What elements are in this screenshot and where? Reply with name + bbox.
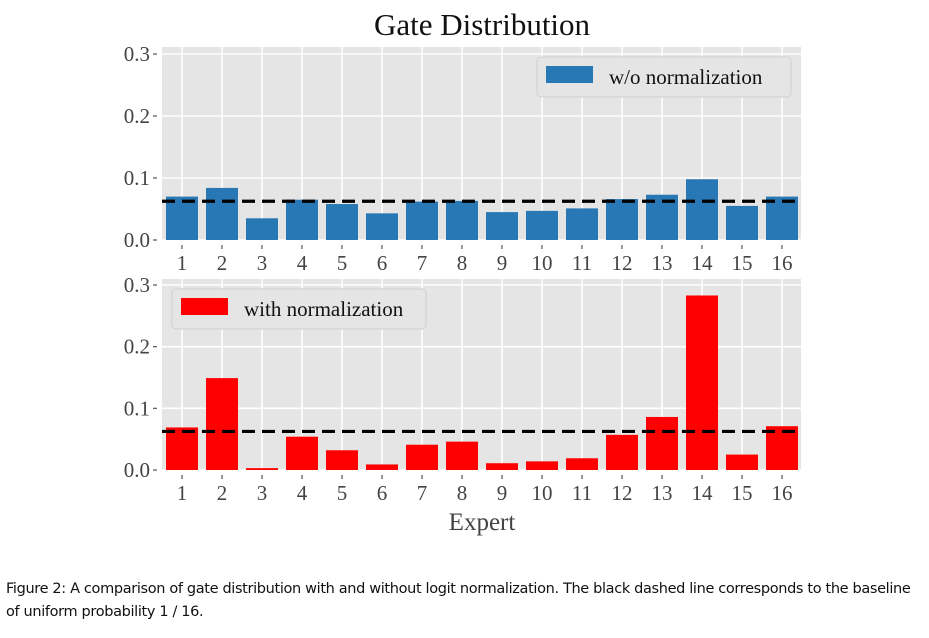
panel-with-normalization: 0.00.10.20.31 2 3 4 5 6 7 8 9 10 11 12 13 14 15 16with … [124,273,801,505]
legend-swatch [181,298,228,315]
legend: with normalization [171,288,427,330]
bar [606,199,638,240]
bar [726,454,758,470]
x-tick-label: 5 [337,481,348,505]
x-tick-label: 11 [572,481,592,505]
bar [446,200,478,240]
x-axis-label: Expert [449,509,516,536]
legend-label: with normalization [244,297,404,321]
x-tick-label: 2 [217,251,228,275]
legend-box [171,288,427,330]
figure-caption: Figure 2: A comparison of gate distribut… [6,581,911,620]
chart-title: Gate Distribution [374,7,591,42]
x-tick-label: 8 [457,251,468,275]
bar [166,427,198,470]
y-tick-label: 0.0 [124,458,150,482]
legend-label: w/o normalization [609,65,763,89]
bar [166,196,198,240]
y-tick-label: 0.3 [124,273,150,297]
panel-without-normalization: 0.00.10.20.31 2 3 4 5 6 7 8 9 10 11 12 13 14 15 16w/o n… [124,42,801,275]
x-tick-label: 10 [532,481,553,505]
bar [366,464,398,470]
bar [246,218,278,240]
bar [766,196,798,240]
x-tick-label: 13 [652,481,673,505]
x-tick-label: 15 [732,251,753,275]
x-tick-label: 15 [732,481,753,505]
x-tick-label: 1 [177,481,188,505]
x-tick-label: 12 [612,251,633,275]
x-tick-label: 8 [457,481,468,505]
bar [766,426,798,470]
bar [246,468,278,470]
bar [406,201,438,240]
bar [326,204,358,240]
x-tick-label: 13 [652,251,673,275]
bar [366,213,398,240]
bar [446,441,478,470]
x-tick-label: 11 [572,251,592,275]
bar [686,295,718,470]
y-tick-label: 0.1 [124,396,150,420]
legend-box [536,56,792,98]
x-tick-label: 4 [297,481,308,505]
bar [726,205,758,240]
bar [566,458,598,470]
bar [286,199,318,240]
x-tick-label: 16 [772,481,793,505]
x-tick-label: 10 [532,251,553,275]
x-tick-label: 2 [217,481,228,505]
bar [526,210,558,240]
bar [406,444,438,470]
y-tick-label: 0.2 [124,104,150,128]
y-tick-label: 0.0 [124,228,150,252]
y-tick-label: 0.1 [124,166,150,190]
x-tick-label: 7 [417,481,428,505]
bar [566,208,598,240]
x-tick-label: 5 [337,251,348,275]
x-tick-label: 12 [612,481,633,505]
x-tick-label: 1 [177,251,188,275]
y-tick-label: 0.2 [124,335,150,359]
x-tick-label: 6 [377,251,388,275]
bar [286,436,318,470]
bar [646,416,678,470]
x-tick-label: 16 [772,251,793,275]
x-tick-label: 14 [692,481,714,505]
x-tick-label: 3 [257,251,268,275]
x-tick-label: 4 [297,251,308,275]
bar [206,378,238,470]
bar [206,187,238,240]
x-tick-label: 6 [377,481,388,505]
bar [686,179,718,240]
x-tick-label: 14 [692,251,714,275]
legend-swatch [546,66,593,83]
bar [486,212,518,240]
y-tick-label: 0.3 [124,42,150,66]
gate-distribution-figure: Gate Distribution 0.00.10.20.31 2 3 4 5 6 7 8 9 1… [124,7,801,536]
bar [486,463,518,470]
bar [526,461,558,470]
x-tick-label: 9 [497,251,508,275]
legend: w/o normalization [536,56,792,98]
x-tick-label: 9 [497,481,508,505]
x-tick-label: 7 [417,251,428,275]
bar [606,434,638,470]
x-tick-label: 3 [257,481,268,505]
bar [326,450,358,470]
